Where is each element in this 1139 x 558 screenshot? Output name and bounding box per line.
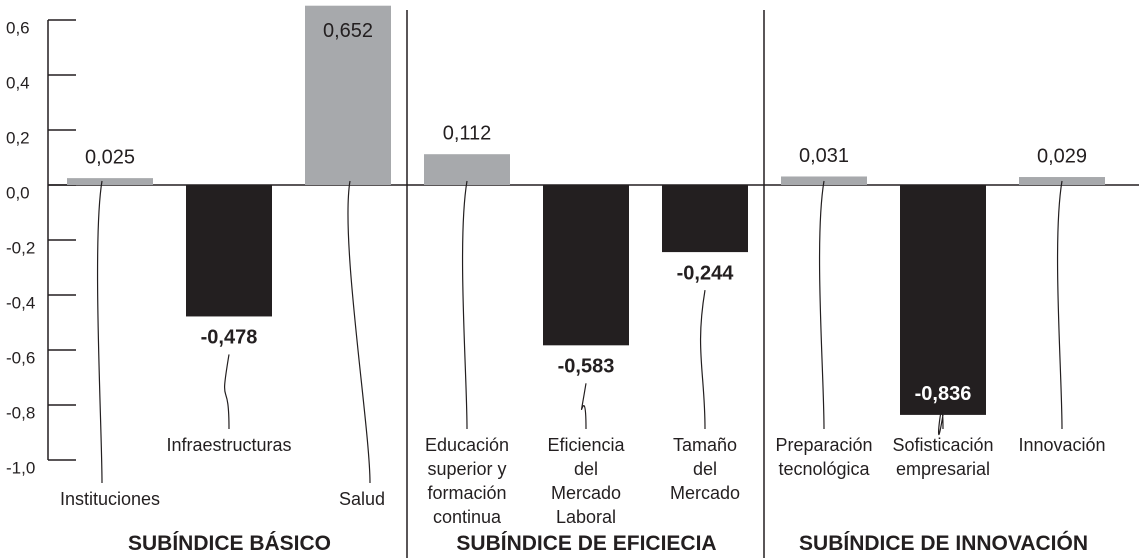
bar	[424, 154, 510, 185]
category-label: Educación superior y formación continua	[424, 435, 510, 527]
y-tick-label: 0,2	[6, 128, 30, 147]
category-label: Salud	[338, 489, 386, 509]
y-tick-label: -0,2	[6, 238, 35, 257]
value-label: 0,025	[85, 146, 135, 168]
value-label: -0,244	[677, 262, 735, 284]
bar	[305, 5, 391, 186]
y-tick-label: 0,0	[6, 183, 30, 202]
group-title: SUBÍNDICE BÁSICO	[127, 532, 332, 555]
value-label: 0,029	[1037, 145, 1087, 167]
bar	[662, 185, 748, 253]
category-label: Preparación tecnológica	[775, 435, 873, 479]
category-label: Infraestructuras	[166, 435, 292, 455]
value-label: 0,112	[443, 122, 492, 144]
bar	[543, 185, 629, 346]
category-label: Sofisticación empresarial	[892, 435, 994, 479]
leader-line	[818, 180, 825, 430]
value-label: -0,478	[201, 327, 258, 349]
category-label: Tamaño del Mercado	[669, 435, 741, 503]
bar	[900, 185, 986, 415]
y-tick-label: -0,8	[6, 403, 35, 422]
leader-line	[347, 180, 371, 484]
category-label: Eficiencia del Mercado Laboral	[547, 435, 625, 527]
leader-line	[223, 354, 230, 430]
y-tick-label: 0,4	[6, 73, 30, 92]
y-tick-label: 0,6	[6, 18, 30, 37]
bar	[67, 178, 153, 185]
value-label: 0,652	[323, 20, 373, 42]
leader-line	[1056, 180, 1063, 430]
group-title: SUBÍNDICE DE INNOVACIÓN	[799, 532, 1088, 555]
bar	[781, 176, 867, 185]
leader-line	[580, 383, 587, 430]
value-label: 0,031	[799, 145, 849, 167]
group-title: SUBÍNDICE DE EFICIECIA	[456, 532, 717, 555]
y-tick-label: -1,0	[6, 458, 35, 477]
leader-line	[96, 180, 103, 484]
leader-line	[937, 411, 944, 436]
category-label: Innovación	[1018, 435, 1106, 455]
y-tick-label: -0,4	[6, 293, 35, 312]
leader-line	[699, 290, 706, 430]
leader-line	[461, 180, 468, 430]
value-label: -0,583	[558, 356, 615, 378]
bar	[186, 185, 272, 317]
y-tick-label: -0,6	[6, 348, 35, 367]
category-label: Instituciones	[59, 489, 161, 509]
value-label: -0,836	[915, 383, 972, 405]
